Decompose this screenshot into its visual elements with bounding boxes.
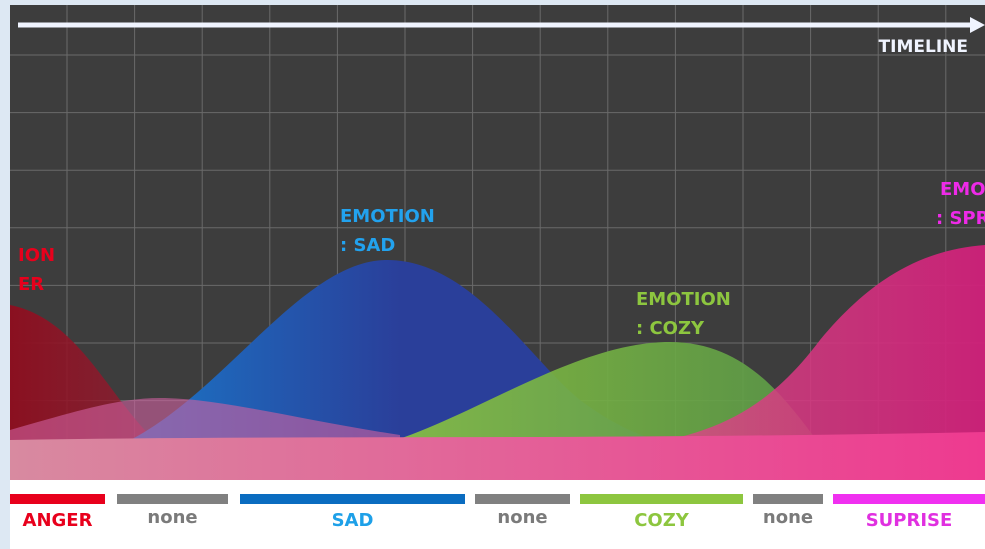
segment-label: SUPRISE xyxy=(866,510,953,531)
base-band xyxy=(10,432,985,480)
emotion-label: EMO xyxy=(940,179,985,200)
emotion-label: ER xyxy=(18,274,44,295)
segment-label: none xyxy=(497,507,547,528)
timeline-label: TIMELINE xyxy=(879,37,968,57)
curves xyxy=(10,245,985,480)
segment-bar xyxy=(833,494,985,504)
segment-bar xyxy=(475,494,570,504)
segment-bar xyxy=(240,494,465,504)
segment-bar xyxy=(10,494,105,504)
segment-bar xyxy=(580,494,743,504)
segment-label: COZY xyxy=(634,510,690,531)
segment-label: ANGER xyxy=(23,510,93,531)
legend-area xyxy=(10,480,985,549)
segment-bar xyxy=(753,494,823,504)
segment-label: none xyxy=(763,507,813,528)
timeline-arrow xyxy=(18,17,985,33)
surprise-curve xyxy=(600,245,985,450)
emotion-label: EMOTION xyxy=(636,289,731,310)
emotion-label: EMOTION xyxy=(340,206,435,227)
segment-bar xyxy=(117,494,228,504)
cozy-curve xyxy=(380,341,820,445)
emotion-label: : COZY xyxy=(636,318,705,339)
emotion-label: ION xyxy=(18,245,55,266)
labels: ION ER EMOTION : SAD EMOTION : COZY EMO : SPR xyxy=(18,179,985,339)
emotion-label: : SPR xyxy=(936,208,985,229)
segment-label: none xyxy=(147,507,197,528)
legend: ANGER none SAD none COZY none SUPRISE xyxy=(10,494,985,531)
segment-label: SAD xyxy=(332,510,374,531)
pink-hump xyxy=(10,398,400,450)
anger-curve xyxy=(10,305,170,445)
emotion-label: : SAD xyxy=(340,235,395,256)
